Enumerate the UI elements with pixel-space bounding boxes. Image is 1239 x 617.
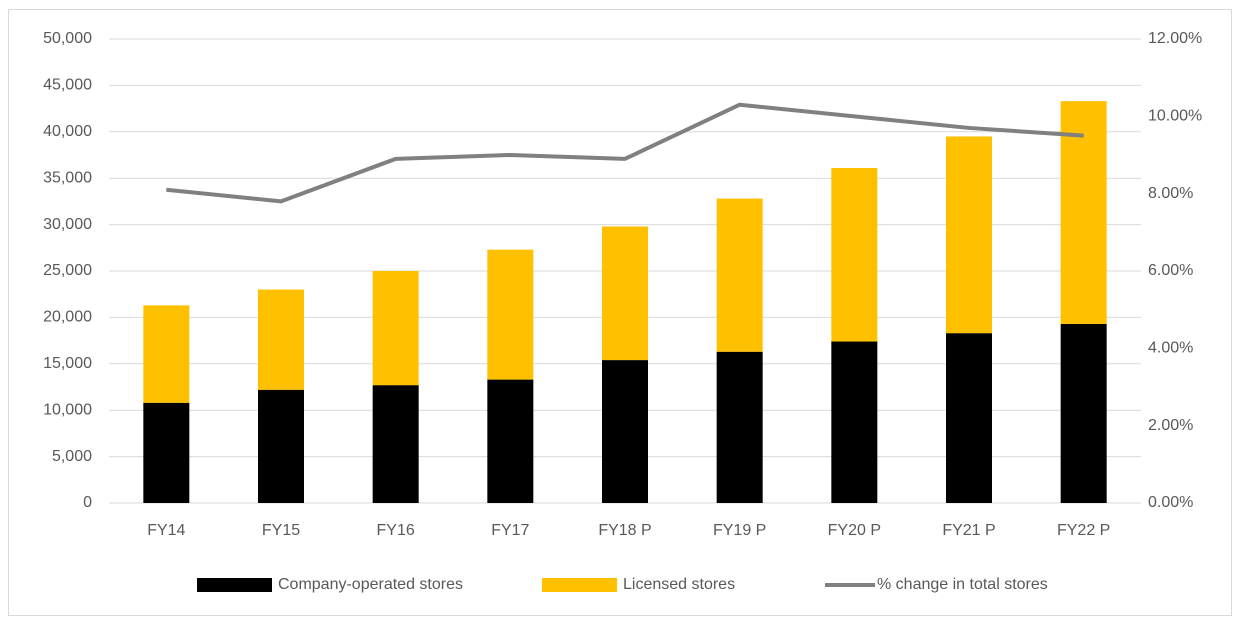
bar-segment <box>946 136 992 334</box>
x-tick-label: FY20 P <box>828 522 881 539</box>
y2-tick-label: 4.00% <box>1148 340 1193 357</box>
y-tick-label: 5,000 <box>52 448 92 465</box>
bar-segment <box>258 289 304 390</box>
legend-swatch <box>542 578 617 592</box>
y-tick-label: 0 <box>83 494 92 511</box>
x-tick-label: FY21 P <box>942 522 995 539</box>
bar-segment <box>602 360 648 503</box>
bar-segment <box>716 198 763 352</box>
legend-swatch <box>197 578 272 592</box>
legend-label: Licensed stores <box>623 576 735 593</box>
bar-segment <box>258 389 304 503</box>
x-tick-label: FY15 <box>262 522 300 539</box>
legend-label: % change in total stores <box>877 576 1048 593</box>
bar-segment <box>1060 323 1107 503</box>
line-series <box>166 102 1084 204</box>
bar-segment <box>372 271 419 386</box>
x-tick-label: FY22 P <box>1057 522 1110 539</box>
y2-tick-label: 0.00% <box>1148 494 1193 511</box>
x-tick-label: FY16 <box>377 522 415 539</box>
y2-tick-label: 12.00% <box>1148 30 1202 47</box>
y-tick-label: 35,000 <box>43 169 92 186</box>
x-tick-label: FY19 P <box>713 522 766 539</box>
y-tick-label: 15,000 <box>43 355 92 372</box>
y-tick-label: 45,000 <box>43 77 92 94</box>
bar-segment <box>487 249 534 380</box>
bar-segment <box>602 226 648 361</box>
x-tick-label: FY17 <box>491 522 529 539</box>
bar-segment <box>946 333 992 503</box>
bar-segment <box>831 341 878 503</box>
y2-tick-label: 10.00% <box>1148 108 1202 125</box>
legend-label: Company-operated stores <box>278 576 463 593</box>
x-tick-label: FY18 P <box>598 522 651 539</box>
y-tick-label: 30,000 <box>43 216 92 233</box>
y-tick-label: 40,000 <box>43 123 92 140</box>
y-tick-label: 20,000 <box>43 309 92 326</box>
chart-border <box>8 9 1232 616</box>
y2-tick-label: 6.00% <box>1148 262 1193 279</box>
bar-segment <box>1060 101 1107 324</box>
y2-tick-label: 2.00% <box>1148 417 1193 434</box>
bar-segment <box>487 379 534 503</box>
bar-segment <box>143 305 190 403</box>
x-tick-label: FY14 <box>147 522 185 539</box>
bar-segment <box>372 385 419 503</box>
y2-tick-label: 8.00% <box>1148 185 1193 202</box>
y-tick-label: 50,000 <box>43 30 92 47</box>
y-tick-label: 10,000 <box>43 401 92 418</box>
bar-segment <box>716 351 763 503</box>
bar-segment <box>143 402 190 503</box>
bar-segment <box>831 167 878 342</box>
y-tick-label: 25,000 <box>43 262 92 279</box>
